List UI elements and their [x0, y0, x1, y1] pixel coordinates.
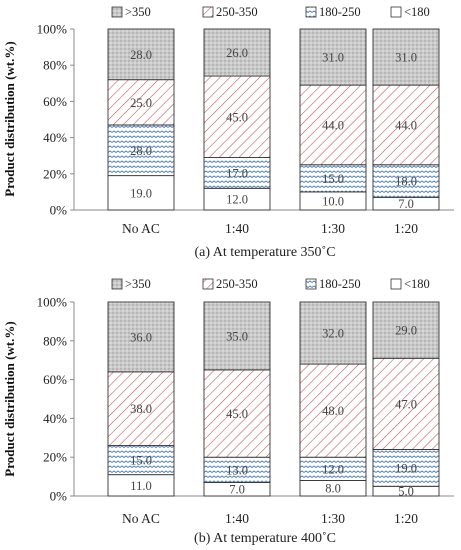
legend-swatch: [305, 6, 317, 18]
data-label: 32.0: [322, 327, 344, 341]
y-tick-label: 40%: [43, 130, 67, 145]
y-tick-label: 60%: [43, 94, 67, 109]
bar-segment: [299, 164, 367, 193]
data-label: 7.0: [229, 483, 245, 497]
data-label: 10.0: [322, 194, 344, 208]
data-label: 28.0: [130, 48, 152, 62]
chart-a: >350 250-350 180-250 <180 0% 20% 40% 60% 80% 100%…: [2, 5, 454, 260]
data-label: 8.0: [325, 482, 341, 496]
data-label: 5.0: [398, 485, 414, 499]
bar-segment: [107, 445, 175, 476]
legend-label: 180-250: [319, 5, 361, 19]
legend-label: 180-250: [319, 277, 361, 291]
bar-segment: [203, 301, 271, 371]
data-label: 15.0: [130, 454, 152, 468]
x-tick-label: 1:40: [225, 511, 249, 526]
data-label: 47.0: [395, 397, 417, 411]
x-tick-label: 1:30: [321, 511, 345, 526]
legend-swatch: [390, 278, 402, 290]
legend-swatch: [202, 278, 214, 290]
legend-label: 250-350: [216, 5, 258, 19]
legend-swatch: [111, 278, 123, 290]
y-tick-label: 40%: [43, 411, 67, 426]
data-label: 17.0: [226, 166, 248, 180]
data-label: 25.0: [130, 96, 152, 110]
bar-segment: [372, 28, 440, 86]
y-tick-label: 20%: [43, 166, 67, 181]
y-tick-label: 60%: [43, 372, 67, 387]
chart-b: >350 250-350 180-250 <180 0% 20% 40% 60% 80% 100%…: [2, 277, 454, 546]
bar-segment: [299, 301, 367, 365]
data-label: 31.0: [322, 51, 344, 65]
x-tick-label: 1:20: [394, 221, 418, 236]
x-tick-label: 1:40: [225, 221, 249, 236]
bar-segment: [203, 28, 271, 77]
data-label: 38.0: [130, 402, 152, 416]
y-tick-label: 0%: [50, 489, 68, 504]
x-tick-label: No AC: [122, 511, 160, 526]
legend-label: <180: [404, 5, 430, 19]
bar-segment: [203, 157, 271, 189]
y-tick-label: 80%: [43, 333, 67, 348]
data-label: 19.0: [130, 186, 152, 200]
y-axis-label: Product distribution (wt.%): [2, 321, 17, 476]
data-label: 28.0: [130, 144, 152, 158]
legend-swatch: [305, 278, 317, 290]
bar-segment: [372, 448, 440, 487]
data-label: 11.0: [130, 479, 151, 493]
data-label: 44.0: [395, 118, 417, 132]
y-tick-label: 100%: [37, 295, 68, 310]
data-label: 35.0: [226, 329, 248, 343]
bar-segment: [299, 84, 367, 166]
legend-swatch: [111, 6, 123, 18]
bar-segment: [203, 369, 271, 458]
y-tick-label: 80%: [43, 58, 67, 73]
bar-segment: [107, 124, 175, 177]
x-tick-label: 1:30: [321, 221, 345, 236]
bar-segment: [107, 28, 175, 81]
data-label: 36.0: [130, 330, 152, 344]
data-label: 45.0: [226, 407, 248, 421]
bar-segment: [299, 28, 367, 86]
y-tick-label: 0%: [50, 203, 68, 218]
chart-caption: (a) At temperature 350˚C: [194, 245, 335, 260]
data-label: 44.0: [322, 118, 344, 132]
bar-segment: [372, 84, 440, 166]
bar-segment: [107, 301, 175, 373]
data-label: 19.0: [395, 461, 417, 475]
bar-segment: [107, 175, 175, 211]
data-label: 29.0: [395, 324, 417, 338]
chart-caption: (b) At temperature 400˚C: [194, 531, 336, 546]
bar-segment: [107, 79, 175, 126]
legend-swatch: [390, 6, 402, 18]
legend-label: >350: [125, 277, 151, 291]
data-label: 31.0: [395, 51, 417, 65]
legend-swatch: [202, 6, 214, 18]
legend-label: <180: [404, 277, 430, 291]
legend-label: 250-350: [216, 277, 258, 291]
x-tick-label: No AC: [122, 221, 160, 236]
y-tick-label: 100%: [37, 22, 68, 37]
y-axis-label: Product distribution (wt.%): [2, 41, 17, 196]
data-label: 15.0: [322, 172, 344, 186]
data-label: 18.0: [395, 175, 417, 189]
data-label: 12.0: [322, 462, 344, 476]
data-label: 45.0: [226, 110, 248, 124]
data-label: 12.0: [226, 193, 248, 207]
bar-segment: [107, 371, 175, 447]
data-label: 26.0: [226, 46, 248, 60]
y-tick-label: 20%: [43, 450, 67, 465]
data-label: 7.0: [398, 197, 414, 211]
data-label: 48.0: [322, 404, 344, 418]
data-label: 13.0: [226, 463, 248, 477]
legend-label: >350: [125, 5, 151, 19]
x-tick-label: 1:20: [394, 511, 418, 526]
bar-segment: [372, 301, 440, 359]
bar-segment: [203, 456, 271, 483]
